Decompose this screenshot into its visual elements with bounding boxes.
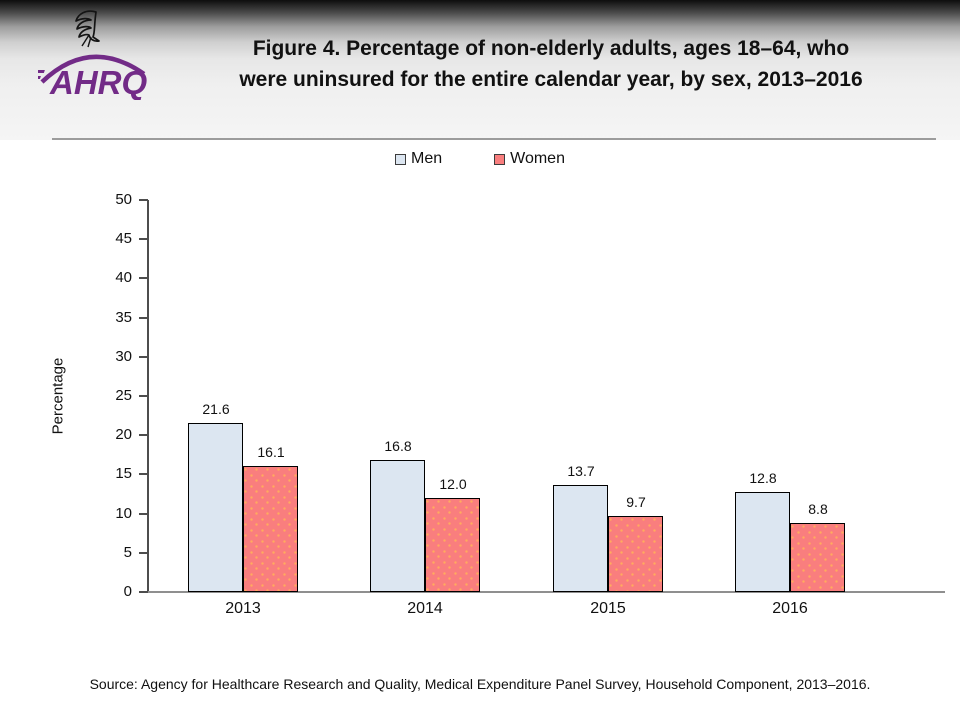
y-tick-label-40: 40 [115,269,132,287]
y-tick-label-0: 0 [123,583,132,600]
bar-women-2013 [243,465,298,592]
header-separator [52,138,936,140]
y-tick-label-50: 50 [115,191,132,208]
men-swatch [395,153,407,165]
bar-women-2015 [608,515,663,592]
value-men-2016: 12.8 [749,469,777,486]
figure-title: Figure 4. Percentage of non-elderly adul… [170,33,932,95]
y-tick-45 [139,238,148,241]
y-tick-10 [139,512,148,515]
legend-label-men: Men [411,150,443,167]
y-tick-0 [139,591,148,593]
y-tick-label-15: 15 [115,465,132,483]
bar-women-2014 [425,497,480,592]
value-men-2013: 21.6 [202,400,230,417]
y-tick-15 [139,473,148,476]
women-swatch [494,153,506,165]
value-men-2015: 13.7 [567,462,595,479]
plot-area: 0 5 10 15 20 25 30 35 40 45 50 21.6 16.1 2013 16.8 12.0… [115,191,945,617]
figure-title-line1: Figure 4. Percentage of non-elderly adul… [252,37,850,60]
chart-legend: Men Women [0,148,960,170]
value-women-2013: 16.1 [257,443,285,460]
ahrq-logo: AHRQ [38,8,158,112]
y-tick-30 [139,355,148,358]
y-axis-title: Percentage [49,357,67,435]
y-tick-label-5: 5 [123,543,132,561]
y-tick-25 [139,395,148,397]
value-men-2014: 16.8 [384,438,412,455]
bar-women-2016 [790,523,845,592]
x-label-2015: 2015 [590,600,626,617]
y-tick-50 [139,199,148,201]
ahrq-wordmark: AHRQ [38,54,147,100]
hhs-eagle-icon [75,10,100,48]
y-tick-40 [139,277,148,280]
y-tick-35 [139,316,148,319]
y-tick-label-30: 30 [115,347,132,365]
y-axis-line [147,200,149,593]
source-note: Source: Agency for Healthcare Research a… [89,676,871,692]
y-tick-20 [139,434,148,437]
x-label-2013: 2013 [225,600,261,617]
value-women-2015: 9.7 [626,493,646,510]
y-tick-label-20: 20 [115,426,132,444]
bar-men-2014 [370,460,425,592]
y-tick-label-45: 45 [115,230,132,248]
legend-item-women: Women [494,150,565,168]
legend-item-men: Men [395,150,442,168]
y-tick-label-25: 25 [115,387,132,404]
value-women-2014: 12.0 [439,475,467,492]
legend-label-women: Women [510,150,565,167]
y-tick-5 [139,551,148,554]
x-label-2014: 2014 [407,600,443,617]
y-tick-label-10: 10 [115,504,132,522]
bar-men-2015 [553,484,608,592]
y-tick-label-35: 35 [115,308,132,326]
value-women-2016: 8.8 [808,501,828,518]
figure-title-line2: were uninsured for the entire calendar y… [239,68,863,91]
svg-text:AHRQ: AHRQ [49,64,147,100]
bar-men-2013 [188,422,243,592]
header-band: AHRQ Figure 4. Percentage of non-elderly… [0,0,960,140]
x-label-2016: 2016 [772,600,808,617]
bar-men-2016 [735,491,790,592]
x-axis-line [147,591,945,593]
